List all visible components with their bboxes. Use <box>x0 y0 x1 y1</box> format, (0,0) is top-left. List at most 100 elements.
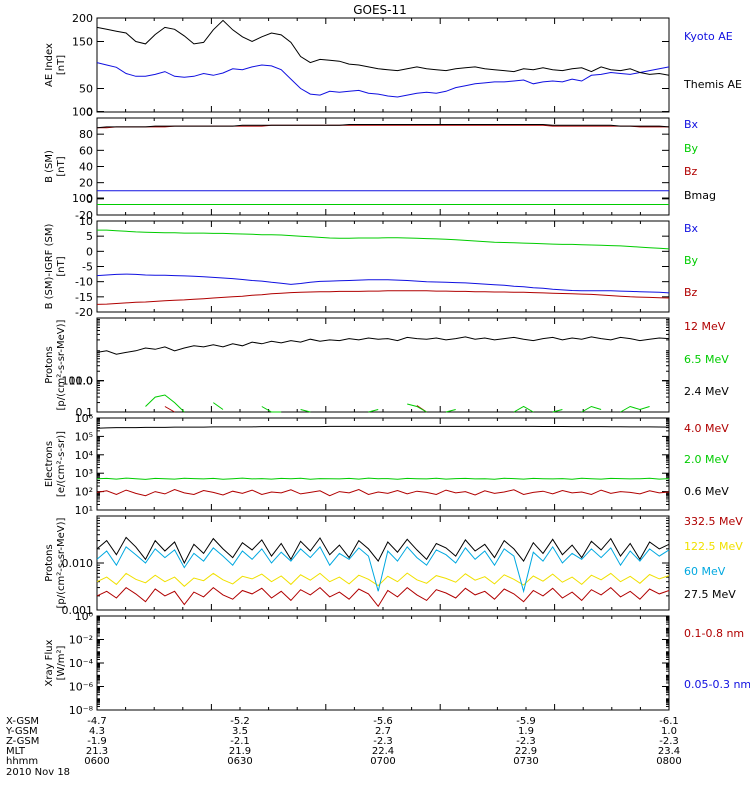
y-tick-label: 0.1 <box>76 406 94 419</box>
x-tick-label: 0730 <box>513 756 538 767</box>
y-axis-label: [e/(cm²-s-sr)] <box>56 431 67 497</box>
series-line-332-5-mev <box>96 586 670 608</box>
series-line-4-0-mev <box>96 488 670 497</box>
y-tick-label: 0.010 <box>62 557 94 570</box>
y-axis-label: [nT] <box>56 156 67 176</box>
x-tick-label: 0700 <box>370 756 395 767</box>
y-tick-label: -20 <box>75 209 93 222</box>
series-line-122-5-mev <box>96 572 670 587</box>
legend-label: By <box>684 142 699 155</box>
panel-frame <box>96 615 670 711</box>
legend-label: 0.1-0.8 nm <box>684 627 744 640</box>
series-line-by <box>97 229 670 250</box>
y-axis-label: Protons <box>44 544 55 581</box>
plot-date: 2010 Nov 18 <box>6 767 70 778</box>
x-tick-label: 21.3 <box>86 746 108 757</box>
y-axis-label: Protons <box>44 346 55 383</box>
legend-label: 6.5 MeV <box>684 353 729 366</box>
panel-frame <box>96 17 670 113</box>
series-line-6-5-mev <box>145 394 650 413</box>
legend-label: 332.5 MeV <box>684 515 743 528</box>
y-axis-label: B (SM)-IGRF (SM) <box>44 224 55 310</box>
x-tick-label: 2.7 <box>375 726 391 737</box>
y-axis-label: AE Index <box>44 43 55 87</box>
y-tick-label: 10⁵ <box>75 430 93 443</box>
y-axis-label: [p/(cm²-s-sr-MeV)] <box>56 517 67 608</box>
legend-label: Bz <box>684 286 698 299</box>
y-tick-label: -15 <box>75 291 93 304</box>
y-tick-label: 20 <box>79 177 93 190</box>
x-tick-label: 4.3 <box>89 726 105 737</box>
y-tick-label: 0 <box>86 106 93 119</box>
x-tick-label: 21.9 <box>229 746 251 757</box>
x-tick-label: 3.5 <box>232 726 248 737</box>
legend-label: 4.0 MeV <box>684 422 729 435</box>
x-tick-label: 23.4 <box>658 746 680 757</box>
legend-label: Bmag <box>684 189 716 202</box>
panel-5: 10¹ 10² 10³ 10⁴ 10⁵ 10⁶ Electrons [e/(cm²-s-sr)… <box>44 412 729 517</box>
y-tick-label: 10.0 <box>69 375 94 388</box>
x-axis-row-label: hhmm <box>6 756 38 767</box>
y-tick-label: 10⁻⁶ <box>69 681 94 694</box>
y-tick-label: 10⁶ <box>75 412 94 425</box>
series-line-12-mev <box>164 405 427 413</box>
y-tick-label: 0 <box>86 245 93 258</box>
series-line-bmag <box>96 124 670 129</box>
x-axis-row-label: X-GSM <box>6 716 39 727</box>
series-line-0-6-mev <box>96 425 670 429</box>
series-line-bz <box>96 290 670 305</box>
y-tick-label: 10⁻⁴ <box>69 657 94 670</box>
legend-label: 0.6 MeV <box>684 485 729 498</box>
panel-7: 10⁻⁸ 10⁻⁶ 10⁻⁴ 10⁻² 10⁰ Xray Flux [W/m²] 0.1-0.… <box>44 610 750 717</box>
y-tick-label: 200 <box>72 12 93 25</box>
y-tick-label: 10⁴ <box>75 449 94 462</box>
y-axis-label: B (SM) <box>44 150 55 183</box>
x-tick-label: -5.6 <box>373 716 393 727</box>
y-tick-label: 40 <box>79 161 93 174</box>
series-line-bx <box>96 273 670 294</box>
series-line-27-5-mev <box>96 536 670 565</box>
x-tick-label: -6.1 <box>659 716 679 727</box>
legend-label: Bx <box>684 222 699 235</box>
panel-3: -20 -15 -10 -5 0 5 10 B (SM)-IGRF (SM) [nT] Bx By B… <box>44 215 699 319</box>
x-tick-label: -2.3 <box>516 736 536 747</box>
x-tick-label: 22.9 <box>515 746 537 757</box>
y-tick-label: 10² <box>75 486 93 499</box>
legend-label: Kyoto AE <box>684 30 733 43</box>
y-tick-label: 50 <box>79 83 93 96</box>
panel-frame <box>96 220 670 313</box>
x-tick-label: 1.0 <box>661 726 677 737</box>
panel-6: 0.001 0.010 Protons [p/(cm²-s-sr-MeV)] 332.5… <box>44 515 743 617</box>
y-axis-label: [p/(cm²-s-sr-MeV)] <box>56 319 67 410</box>
y-tick-label: 5 <box>86 230 93 243</box>
y-tick-label: 150 <box>72 36 93 49</box>
y-tick-label: 10⁻² <box>69 634 93 647</box>
y-tick-label: 10¹ <box>75 504 93 517</box>
x-tick-label: -4.7 <box>87 716 107 727</box>
x-axis-row-label: Z-GSM <box>6 736 39 747</box>
y-axis-label: Xray Flux <box>44 639 55 686</box>
panel-frame <box>96 515 670 611</box>
y-axis-label: [nT] <box>56 256 67 276</box>
series-line-2-4-mev <box>96 336 670 355</box>
y-tick-label: 10 <box>79 215 93 228</box>
panel-frame <box>96 117 670 216</box>
y-tick-label: 100 <box>72 106 93 119</box>
legend-label: Bx <box>684 118 699 131</box>
legend-label: 2.4 MeV <box>684 385 729 398</box>
panel-frame <box>96 417 670 511</box>
series-line-themis-ae <box>96 19 670 76</box>
y-tick-label: 100 <box>72 192 93 205</box>
y-tick-label: -5 <box>82 261 93 274</box>
panel-2: -20 0 20 40 60 80 100 B (SM) [nT] Bx By Bz Bmag <box>44 117 716 222</box>
y-tick-label: -10 <box>75 276 93 289</box>
series-line-2-0-mev <box>96 477 670 480</box>
legend-label: 0.05-0.3 nm <box>684 678 750 691</box>
x-tick-label: -2.1 <box>230 736 250 747</box>
y-tick-label: 10⁰ <box>75 610 94 623</box>
y-tick-label: -20 <box>75 306 93 319</box>
legend-label: 122.5 MeV <box>684 540 743 553</box>
